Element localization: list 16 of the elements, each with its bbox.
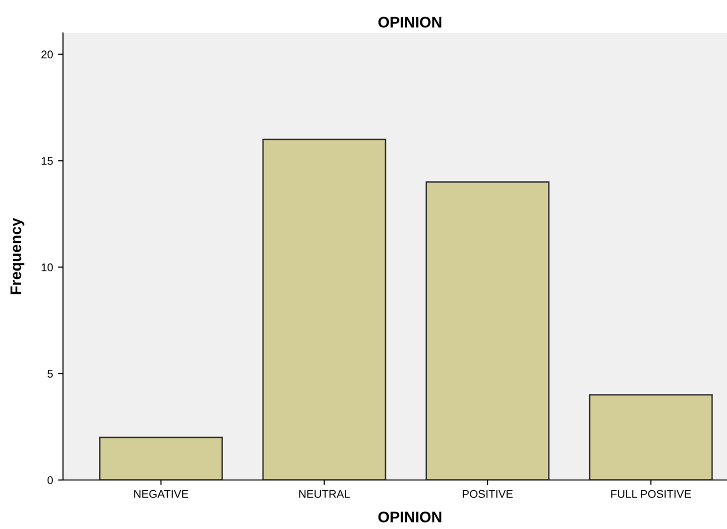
bar — [99, 436, 223, 480]
bar — [262, 138, 386, 480]
y-tick-label: 5 — [48, 370, 53, 378]
x-tick-label: NEUTRAL — [299, 490, 350, 498]
y-axis-title: Frequency — [10, 218, 24, 294]
bar — [426, 181, 550, 480]
y-tick-label: 15 — [42, 157, 53, 165]
x-axis-title: OPINION — [378, 512, 442, 522]
chart-title: OPINION — [378, 16, 442, 28]
y-tick-label: 20 — [41, 50, 53, 58]
y-tick-label: 10 — [42, 263, 53, 272]
x-tick-label: FULL POSITIVE — [611, 490, 691, 498]
x-tick-label: POSITIVE — [462, 490, 513, 498]
y-tick-label: 0 — [48, 476, 53, 484]
x-tick-label: NEGATIVE — [134, 490, 188, 498]
bar — [588, 394, 713, 480]
